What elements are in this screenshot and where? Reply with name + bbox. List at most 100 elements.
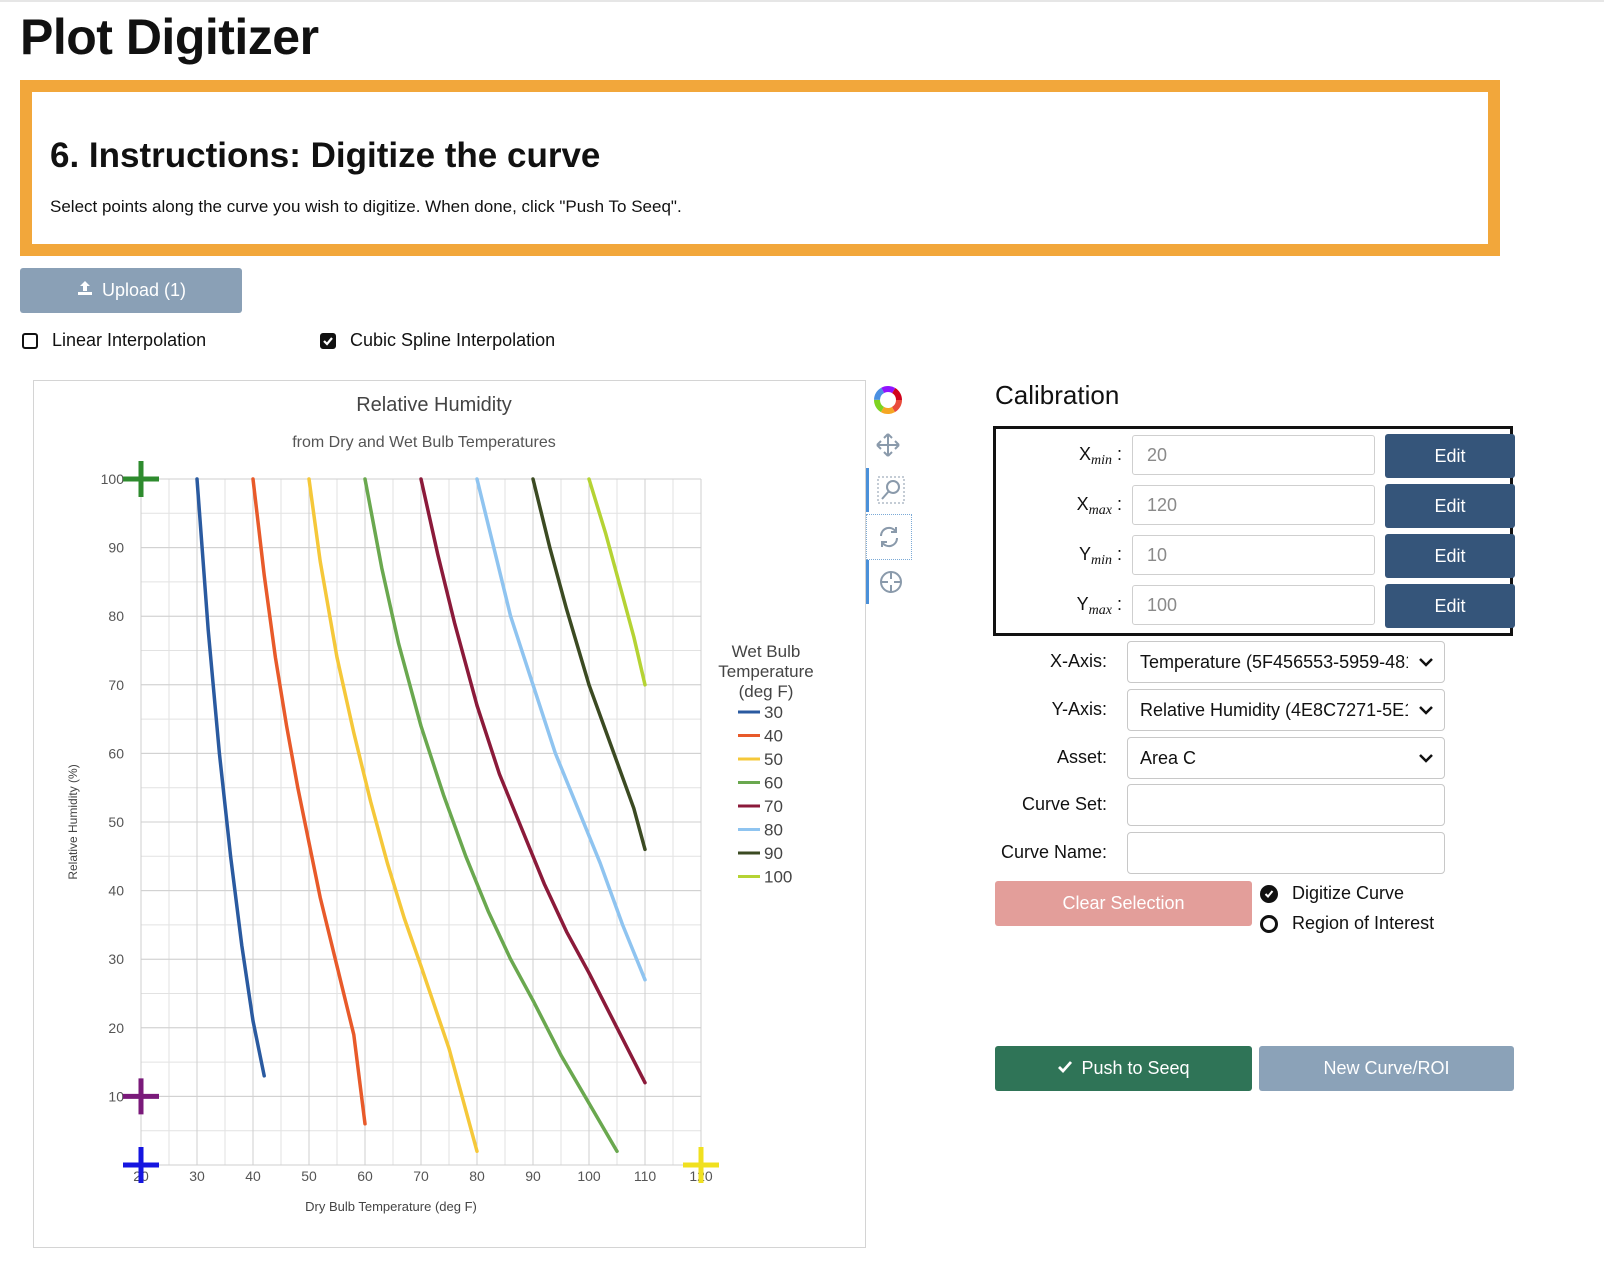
series-line-40 [251, 477, 367, 1126]
checkmark-icon [1057, 1058, 1073, 1079]
xmax-input[interactable] [1132, 485, 1375, 525]
upload-button[interactable]: Upload (1) [20, 268, 242, 313]
x-tick-label: 40 [245, 1168, 261, 1184]
region-of-interest-label: Region of Interest [1292, 913, 1435, 933]
y-axis-select[interactable]: Relative Humidity (4E8C7271-5E1 [1127, 689, 1445, 731]
chevron-down-icon [1408, 705, 1444, 715]
x-axis-row: X-Axis: Temperature (5F456553-5959-481 [993, 641, 1453, 683]
chart-title: Relative Humidity [356, 394, 512, 416]
crosshair-icon[interactable] [866, 560, 913, 604]
new-curve-roi-button[interactable]: New Curve/ROI [1259, 1046, 1514, 1091]
ymax-edit-button[interactable]: Edit [1385, 584, 1515, 628]
legend-label-30: 30 [764, 703, 783, 722]
curve-set-input[interactable] [1127, 784, 1445, 826]
chevron-down-icon [1408, 753, 1444, 763]
calibration-row-xmin: Xmin : Edit [996, 434, 1515, 478]
x-axis-select[interactable]: Temperature (5F456553-5959-481 [1127, 641, 1445, 683]
reset-rotate-icon[interactable] [866, 514, 912, 560]
ymin-marker [123, 1078, 159, 1115]
top-divider [0, 0, 1604, 2]
checkmark-icon [323, 336, 333, 346]
linear-interpolation-option[interactable]: Linear Interpolation [22, 330, 206, 351]
y-tick-label: 90 [108, 540, 124, 556]
xmin-label: Xmin : [1078, 444, 1122, 468]
legend-title: Temperature [718, 662, 813, 681]
curve-set-row: Curve Set: [993, 784, 1453, 826]
x-tick-label: 90 [525, 1168, 541, 1184]
series-line-30 [195, 477, 266, 1078]
y-tick-label: 50 [108, 814, 124, 830]
chart-svg[interactable]: Relative Humidity from Dry and Wet Bulb T… [34, 381, 865, 1247]
digitize-curve-option[interactable]: Digitize Curve [1260, 883, 1404, 904]
series-line-90 [531, 477, 647, 852]
legend-label-40: 40 [764, 727, 783, 746]
instructions-title: 6. Instructions: Digitize the curve [50, 136, 601, 175]
y-tick-label: 10 [108, 1088, 124, 1104]
y-tick-label: 100 [101, 471, 125, 487]
region-of-interest-option[interactable]: Region of Interest [1260, 913, 1434, 934]
x-tick-label: 50 [301, 1168, 317, 1184]
linear-interpolation-checkbox[interactable] [22, 332, 38, 349]
calibration-row-ymin: Ymin : Edit [996, 534, 1515, 578]
upload-label: Upload (1) [101, 280, 187, 300]
checkmark-icon [1264, 889, 1274, 898]
pan-arrows-icon[interactable] [866, 423, 910, 467]
calibration-title: Calibration [995, 380, 1120, 410]
plot-canvas[interactable]: Relative Humidity from Dry and Wet Bulb T… [33, 380, 866, 1248]
y-tick-label: 80 [108, 608, 124, 624]
x-tick-label: 60 [357, 1168, 373, 1184]
color-wheel-icon[interactable] [866, 378, 910, 422]
legend-label-70: 70 [764, 797, 783, 816]
xmax-label: Xmax : [1076, 494, 1122, 518]
clear-selection-button[interactable]: Clear Selection [995, 881, 1252, 926]
y-axis-title: Relative Humidity (%) [66, 764, 80, 879]
chart-subtitle: from Dry and Wet Bulb Temperatures [292, 434, 556, 451]
calibration-panel: Xmin : Edit Xmax : Edit Ymin : Edit Ymax… [993, 426, 1515, 636]
series-line-70 [419, 477, 647, 1085]
ymin-label: Ymin : [1078, 544, 1122, 568]
push-to-seeq-label: Push to Seeq [1081, 1058, 1190, 1078]
digitize-curve-label: Digitize Curve [1292, 883, 1405, 903]
calibration-row-ymax: Ymax : Edit [996, 584, 1515, 628]
x-axis-label: X-Axis: [1049, 651, 1107, 671]
ymax-marker [123, 461, 159, 497]
push-to-seeq-button[interactable]: Push to Seeq [995, 1046, 1252, 1091]
legend-label-90: 90 [764, 844, 783, 863]
ymax-input[interactable] [1132, 585, 1375, 625]
chevron-down-icon [1408, 657, 1444, 667]
asset-label: Asset: [1056, 747, 1107, 767]
x-tick-label: 30 [189, 1168, 205, 1184]
xmin-edit-button[interactable]: Edit [1385, 434, 1515, 478]
region-of-interest-radio[interactable] [1260, 914, 1278, 933]
y-tick-label: 20 [108, 1020, 124, 1036]
curve-name-row: Curve Name: [993, 832, 1453, 874]
legend-title: Wet Bulb [732, 642, 801, 661]
ymin-input[interactable] [1132, 535, 1375, 575]
xmin-input[interactable] [1132, 435, 1375, 475]
y-tick-label: 40 [108, 883, 124, 899]
y-tick-label: 30 [108, 951, 124, 967]
page-title: Plot Digitizer [20, 9, 319, 65]
upload-icon [76, 279, 94, 302]
cubic-spline-checkbox[interactable] [320, 332, 336, 349]
curve-name-input[interactable] [1127, 832, 1445, 874]
xmin-marker [123, 1147, 159, 1183]
xmax-edit-button[interactable]: Edit [1385, 484, 1515, 528]
ymin-edit-button[interactable]: Edit [1385, 534, 1515, 578]
x-tick-label: 110 [634, 1168, 657, 1184]
series-line-80 [475, 477, 647, 982]
plot-toolbar [866, 378, 913, 604]
y-tick-label: 60 [108, 745, 124, 761]
asset-select[interactable]: Area C [1127, 737, 1445, 779]
y-tick-label: 70 [108, 677, 124, 693]
series-line-50 [307, 477, 479, 1154]
curve-name-label: Curve Name: [1000, 842, 1107, 862]
x-axis-title: Dry Bulb Temperature (deg F) [305, 1199, 477, 1214]
calibration-row-xmax: Xmax : Edit [996, 484, 1515, 528]
cubic-spline-option[interactable]: Cubic Spline Interpolation [320, 330, 555, 351]
xmax-marker [683, 1147, 719, 1183]
x-tick-label: 70 [413, 1168, 429, 1184]
digitize-curve-radio[interactable] [1260, 884, 1278, 903]
zoom-box-icon[interactable] [866, 468, 913, 512]
series-line-60 [363, 477, 619, 1154]
